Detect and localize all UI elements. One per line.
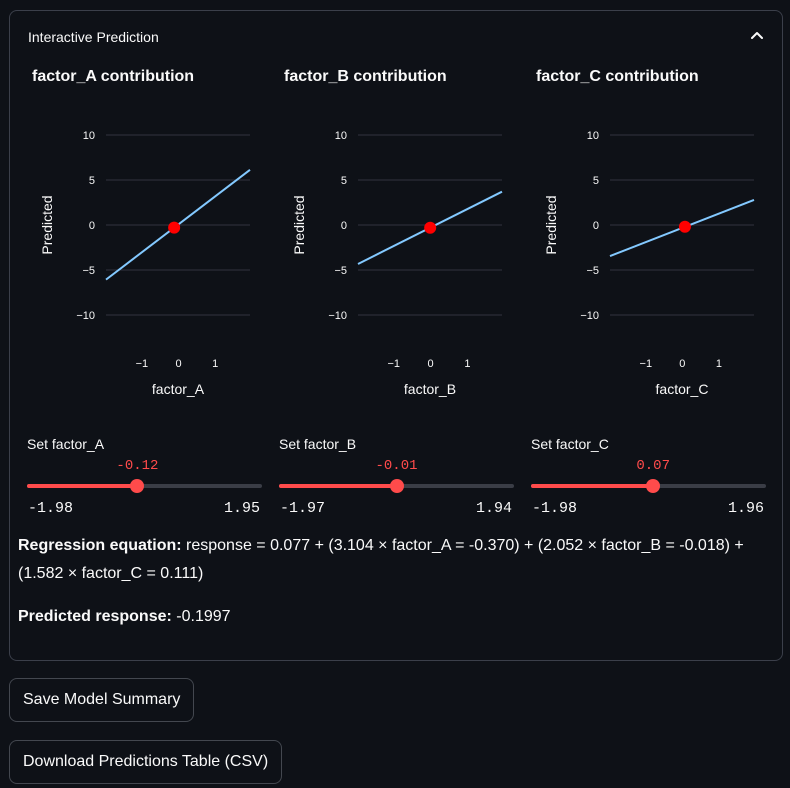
slider-fill (27, 484, 138, 488)
y-tick-label: −5 (82, 265, 95, 277)
chevron-up-icon[interactable] (750, 29, 764, 43)
current-value-point (678, 220, 691, 233)
y-tick-label: 10 (587, 130, 599, 142)
regression-equation: Regression equation: response = 0.077 + … (18, 532, 748, 588)
y-tick-label: 5 (89, 175, 95, 187)
y-tick-label: 0 (341, 220, 347, 232)
x-axis-label: factor_C (656, 381, 709, 397)
y-tick-label: 5 (341, 175, 347, 187)
slider-label-factor-c: Set factor_C (531, 436, 609, 452)
plot-title-factor-a: factor_A contribution (32, 68, 195, 85)
current-value-point (424, 221, 437, 234)
slider-min-factor-a: -1.98 (28, 500, 74, 517)
x-tick-label: 0 (175, 358, 181, 370)
y-axis-label: Predicted (39, 195, 55, 254)
y-axis-label: Predicted (291, 195, 307, 254)
x-tick-label: 1 (464, 358, 470, 370)
save-model-summary-button[interactable]: Save Model Summary (9, 678, 195, 722)
slider-track-factor-c[interactable] (531, 479, 766, 493)
slider-min-factor-b: -1.97 (280, 500, 326, 517)
predicted-response-value: -0.1997 (176, 608, 231, 625)
slider-max-factor-a: 1.95 (224, 500, 261, 517)
slider-value-factor-a: -0.12 (116, 458, 159, 474)
x-tick-label: 0 (427, 358, 433, 370)
x-tick-label: 1 (212, 358, 218, 370)
slider-thumb-factor-a[interactable] (130, 479, 145, 493)
y-tick-label: −10 (328, 310, 347, 322)
y-tick-label: −10 (76, 310, 95, 322)
x-tick-label: −1 (136, 358, 149, 370)
download-predictions-csv-button[interactable]: Download Predictions Table (CSV) (9, 740, 283, 784)
interactive-prediction-expander: Interactive Prediction (9, 10, 783, 661)
regression-equation-text: response = 0.077 + (3.104 × factor_A = -… (18, 537, 744, 582)
slider-value-factor-c: 0.07 (636, 458, 670, 474)
predicted-response: Predicted response: -0.1997 (18, 608, 231, 626)
x-axis-label: factor_A (152, 381, 205, 397)
x-tick-label: −1 (387, 358, 400, 370)
plot-title-factor-c: factor_C contribution (536, 68, 699, 85)
slider-fill (279, 484, 397, 488)
y-axis-label: Predicted (543, 195, 559, 254)
slider-track-factor-b[interactable] (279, 479, 514, 493)
slider-value-factor-b: -0.01 (375, 458, 418, 474)
slider-min-factor-c: -1.98 (532, 500, 578, 517)
y-tick-label: 10 (83, 130, 95, 142)
y-tick-label: −10 (580, 310, 599, 322)
slider-label-factor-b: Set factor_B (279, 436, 357, 452)
expander-title: Interactive Prediction (28, 29, 159, 45)
x-tick-label: −1 (640, 358, 653, 370)
y-tick-label: −5 (586, 265, 599, 277)
slider-thumb-factor-c[interactable] (646, 479, 661, 493)
x-tick-label: 0 (679, 358, 685, 370)
slider-label-factor-a: Set factor_A (27, 436, 105, 452)
y-tick-label: −5 (334, 265, 347, 277)
expander-header[interactable]: Interactive Prediction (10, 11, 782, 63)
y-tick-label: 10 (335, 130, 347, 142)
y-tick-label: 0 (593, 220, 599, 232)
slider-fill (531, 484, 654, 488)
y-tick-label: 0 (89, 220, 95, 232)
slider-max-factor-b: 1.94 (476, 500, 513, 517)
slider-thumb-factor-b[interactable] (389, 479, 404, 493)
x-axis-label: factor_B (404, 381, 456, 397)
current-value-point (168, 221, 181, 234)
x-tick-label: 1 (716, 358, 722, 370)
slider-max-factor-c: 1.96 (728, 500, 765, 517)
plot-title-factor-b: factor_B contribution (284, 68, 447, 85)
y-tick-label: 5 (593, 175, 599, 187)
slider-track-factor-a[interactable] (27, 479, 262, 493)
regression-equation-label: Regression equation: (18, 537, 182, 554)
predicted-response-label: Predicted response: (18, 608, 172, 625)
